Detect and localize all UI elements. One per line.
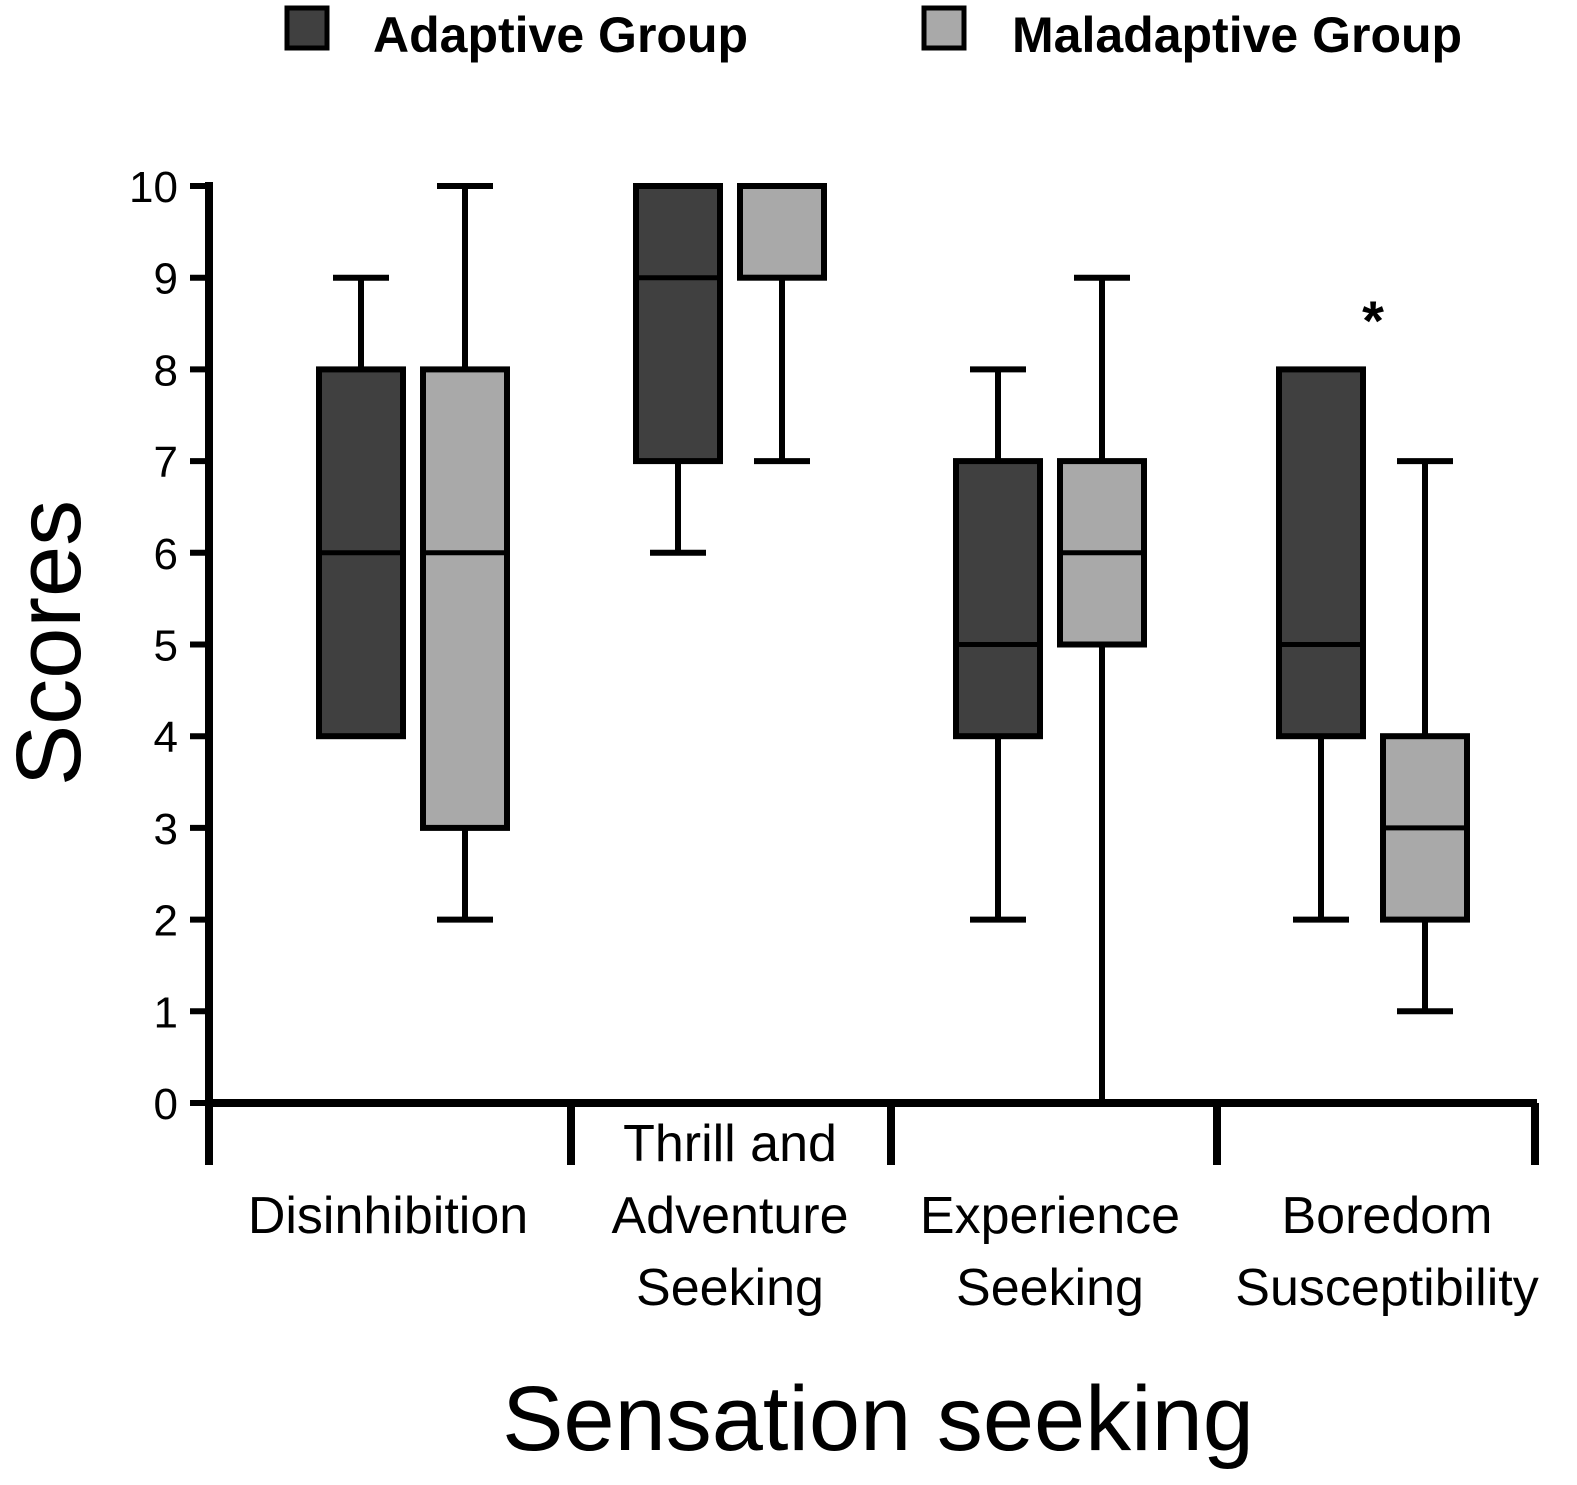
category-label-3-line-1: Susceptibility (1235, 1259, 1538, 1317)
category-label-0-line-0: Disinhibition (248, 1187, 528, 1245)
category-labels: Disinhibition Thrill and Adventure Seeking E… (248, 1115, 1539, 1317)
legend: Adaptive Group Maladaptive Group (284, 5, 1462, 63)
x-axis-title: Sensation seeking (502, 1368, 1254, 1470)
box-iqr (737, 183, 827, 281)
box-iqr (953, 458, 1043, 740)
category-label-1-line-0: Thrill and (623, 1115, 837, 1173)
y-tick-label-2: 2 (154, 897, 178, 946)
y-tick-label-0: 0 (154, 1080, 178, 1129)
y-tick-label-4: 4 (154, 713, 178, 762)
box-0-0 (316, 274, 406, 740)
y-tick-label-8: 8 (154, 346, 178, 395)
box-0-3 (1276, 366, 1366, 923)
box-iqr (633, 183, 723, 465)
category-label-1-line-1: Adventure (611, 1187, 848, 1245)
legend-swatch-maladaptive (921, 5, 967, 51)
y-tick-label-10: 10 (129, 163, 178, 212)
category-label-2-line-0: Experience (920, 1187, 1180, 1245)
box-iqr (1276, 366, 1366, 740)
y-ticks: 0 1 2 3 4 5 6 7 8 9 10 (129, 163, 211, 1129)
y-tick-label-6: 6 (154, 530, 178, 579)
axes: 0 1 2 3 4 5 6 7 8 9 10 (129, 163, 1539, 1165)
legend-label-adaptive: Adaptive Group (373, 7, 748, 63)
box-1-0 (420, 183, 510, 923)
y-tick-label-7: 7 (154, 438, 178, 487)
box-series (316, 183, 1470, 1106)
box-1-1 (737, 183, 827, 465)
y-axis-title: Scores (0, 500, 100, 786)
box-iqr (420, 366, 510, 831)
y-tick-label-3: 3 (154, 805, 178, 854)
y-tick-label-1: 1 (154, 988, 178, 1037)
y-tick-label-9: 9 (154, 255, 178, 304)
y-tick-label-5: 5 (154, 622, 178, 671)
significance-marker: * (1362, 289, 1384, 352)
box-0-2 (953, 366, 1043, 923)
legend-label-maladaptive: Maladaptive Group (1012, 7, 1462, 63)
category-label-2-line-1: Seeking (956, 1259, 1144, 1317)
box-1-3 (1380, 458, 1470, 1015)
category-label-1-line-2: Seeking (636, 1259, 824, 1317)
category-label-3-line-0: Boredom (1282, 1187, 1493, 1245)
legend-swatch-adaptive (284, 5, 330, 51)
box-1-2 (1057, 274, 1147, 1106)
box-0-1 (633, 183, 723, 556)
